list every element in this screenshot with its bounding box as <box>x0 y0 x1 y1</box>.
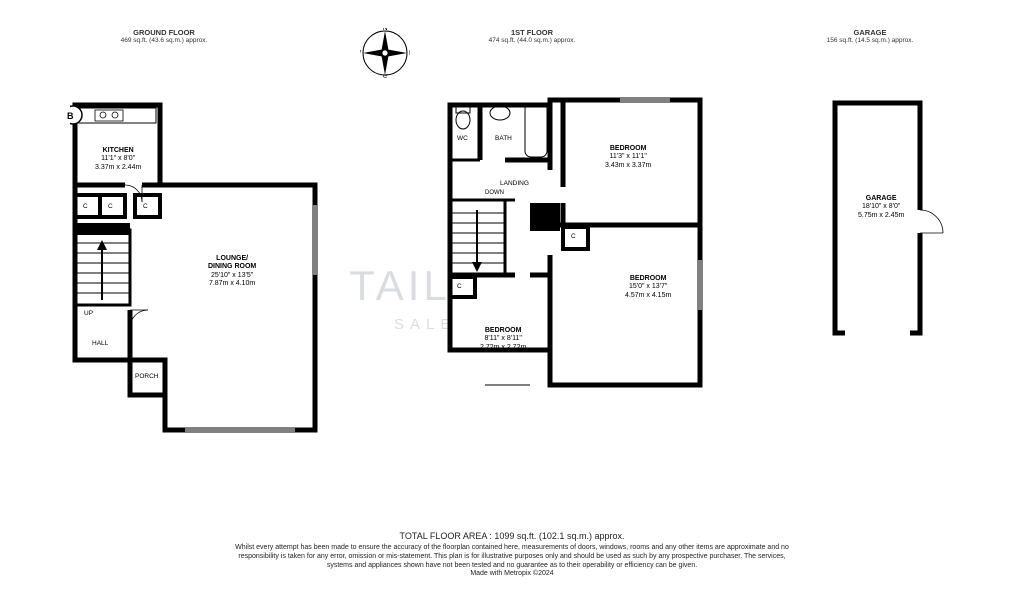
label-c3: C <box>143 203 148 210</box>
label-c2: C <box>108 203 113 210</box>
header-garage: GARAGE 156 sq.ft. (14.5 sq.m.) approx. <box>770 28 970 44</box>
header-ground: GROUND FLOOR 469 sq.ft. (43.6 sq.m.) app… <box>64 28 264 44</box>
label-bed2: BEDROOM 15'0" x 13'7" 4.57m x 4.15m <box>625 275 671 300</box>
label-kitchen: KITCHEN 11'1" x 8'0" 3.37m x 2.44m <box>95 147 141 172</box>
boiler-badge: B <box>67 111 74 121</box>
label-bath: BATH <box>495 135 512 142</box>
label-landing: LANDING <box>500 180 529 187</box>
label-c1: C <box>83 203 88 210</box>
header-first-title: 1ST FLOOR <box>432 28 632 37</box>
footer: TOTAL FLOOR AREA : 1099 sq.ft. (102.1 sq… <box>0 531 1024 579</box>
label-up: UP <box>84 310 93 317</box>
footer-disclaimer: Whilst every attempt has been made to en… <box>232 544 792 570</box>
header-garage-title: GARAGE <box>770 28 970 37</box>
label-hall: HALL <box>92 340 108 347</box>
floorplans: B KITCHEN 11'1" x 8'0" 3.37m x 2.44m C C… <box>0 95 1024 445</box>
compass-s: S <box>383 75 388 78</box>
label-c4: C <box>571 233 576 240</box>
label-c5: C <box>457 283 462 290</box>
label-bed3: BEDROOM 8'11" x 8'11" 2.72m x 2.72m <box>480 327 526 352</box>
header-ground-sub: 469 sq.ft. (43.6 sq.m.) approx. <box>64 37 264 44</box>
plan-ground: B KITCHEN 11'1" x 8'0" 3.37m x 2.44m C C… <box>70 95 320 435</box>
compass-n: N <box>382 28 387 32</box>
plan-first: WC BATH LANDING DOWN C C BEDROOM 11'3" x… <box>445 95 705 395</box>
label-porch: PORCH <box>135 373 158 380</box>
label-wc: WC <box>457 135 468 142</box>
compass-e: E <box>409 50 410 57</box>
footer-made: Made with Metropix ©2024 <box>232 570 792 579</box>
footer-total: TOTAL FLOOR AREA : 1099 sq.ft. (102.1 sq… <box>0 531 1024 541</box>
header-ground-title: GROUND FLOOR <box>64 28 264 37</box>
floor-headers: GROUND FLOOR 469 sq.ft. (43.6 sq.m.) app… <box>0 28 1024 44</box>
header-garage-sub: 156 sq.ft. (14.5 sq.m.) approx. <box>770 37 970 44</box>
label-lounge: LOUNGE/ DINING ROOM 25'10" x 13'5" 7.87m… <box>208 255 256 289</box>
header-first: 1ST FLOOR 474 sq.ft. (44.0 sq.m.) approx… <box>432 28 632 44</box>
plan-garage: GARAGE 18'10" x 8'0" 5.75m x 2.45m <box>830 95 940 345</box>
compass-w: W <box>360 50 361 57</box>
label-down: DOWN <box>485 190 504 196</box>
compass-icon: N S E W <box>360 28 410 78</box>
label-garage: GARAGE 18'10" x 8'0" 5.75m x 2.45m <box>858 195 904 220</box>
label-bed1: BEDROOM 11'3" x 11'1" 3.43m x 3.37m <box>605 145 651 170</box>
header-first-sub: 474 sq.ft. (44.0 sq.m.) approx. <box>432 37 632 44</box>
